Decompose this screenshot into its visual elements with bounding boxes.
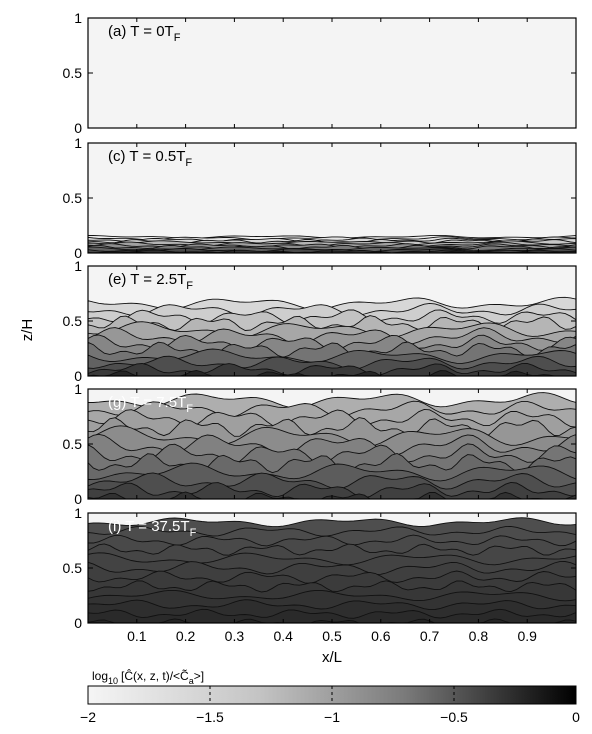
panel-4: 1 0.5 0 (i) T = 37.5TF xyxy=(63,505,577,631)
colorbar-label-sub: 10 xyxy=(108,676,118,686)
y-tick-label: 0.5 xyxy=(63,436,83,452)
colorbar-label: log10 [Ĉ(x, z, t)/<C̃a>] xyxy=(92,668,204,686)
panel-label: (c) T = 0.5TF xyxy=(108,148,192,169)
y-tick-label: 1 xyxy=(74,10,82,26)
x-tick-label: 0.6 xyxy=(371,628,391,644)
contour-level xyxy=(87,481,577,500)
panel-label-text: (i) T = 37.5T xyxy=(108,518,190,535)
panel-label: (a) T = 0TF xyxy=(108,23,181,44)
colorbar-tick-label: −0.5 xyxy=(440,709,468,725)
x-tick-label: 0.8 xyxy=(469,628,489,644)
y-tick-label: 0 xyxy=(74,491,82,507)
x-tick-label: 0.4 xyxy=(273,628,293,644)
y-tick-label: 0 xyxy=(74,245,82,261)
colorbar: log10 [Ĉ(x, z, t)/<C̃a>] −2 −1.5 −1 −0.5 0 xyxy=(80,668,580,725)
x-tick-label: 0.5 xyxy=(322,628,342,644)
x-tick-label: 0.2 xyxy=(176,628,196,644)
y-tick-label: 1 xyxy=(74,505,82,521)
colorbar-tick-label: −1.5 xyxy=(196,709,224,725)
panel-label-sub: F xyxy=(186,403,193,415)
y-tick-label: 0 xyxy=(74,120,82,136)
x-tick-labels: 0.1 0.2 0.3 0.4 0.5 0.6 0.7 0.8 0.9 xyxy=(127,628,537,644)
colorbar-label-prefix: log xyxy=(92,669,108,683)
colorbar-label-sub2: a xyxy=(189,676,194,686)
y-tick-label: 1 xyxy=(74,258,82,274)
panel-label-sub: F xyxy=(190,527,197,539)
y-tick-label: 0.5 xyxy=(63,560,83,576)
panel-label: (g) T = 7.5TF xyxy=(108,394,193,415)
x-tick-label: 0.7 xyxy=(420,628,440,644)
colorbar-label-end: >] xyxy=(194,669,204,683)
panel-label-sub: F xyxy=(186,280,193,292)
panel-label-text: (g) T = 7.5T xyxy=(108,394,186,411)
x-tick-label: 0.1 xyxy=(127,628,147,644)
colorbar-label-expr: [Ĉ(x, z, t)/<C̃ xyxy=(121,668,189,683)
panel-2: 1 0.5 0 (e) T = 2.5TF xyxy=(63,258,577,384)
y-tick-label: 0.5 xyxy=(63,190,83,206)
colorbar-ticks: −2 −1.5 −1 −0.5 0 xyxy=(80,686,580,725)
x-axis-label: x/L xyxy=(322,649,342,666)
panel-label-text: (e) T = 2.5T xyxy=(108,271,186,288)
y-tick-label: 1 xyxy=(74,135,82,151)
panel-label: (i) T = 37.5TF xyxy=(108,518,197,539)
colorbar-tick-label: −1 xyxy=(324,709,340,725)
y-tick-label: 0 xyxy=(74,615,82,631)
x-tick-label: 0.9 xyxy=(517,628,537,644)
panel-label-text: (c) T = 0.5T xyxy=(108,148,185,165)
y-tick-label: 1 xyxy=(74,381,82,397)
y-tick-label: 0.5 xyxy=(63,313,83,329)
colorbar-tick-label: 0 xyxy=(572,709,580,725)
panel-label: (e) T = 2.5TF xyxy=(108,271,193,292)
panel-label-sub: F xyxy=(174,32,181,44)
y-axis-label: z/H xyxy=(19,319,36,342)
y-tick-label: 0 xyxy=(74,368,82,384)
contour-level xyxy=(87,608,577,624)
panel-0: 1 0.5 0 (a) T = 0TF xyxy=(63,10,577,136)
panel-label-sub: F xyxy=(185,157,192,169)
panel-background xyxy=(88,18,576,128)
panel-1: 1 0.5 0 (c) T = 0.5TF xyxy=(63,135,577,261)
contour-level xyxy=(87,363,577,377)
panel-label-text: (a) T = 0T xyxy=(108,23,174,40)
panel-background xyxy=(88,143,576,253)
colorbar-tick-label: −2 xyxy=(80,709,96,725)
panel-3: 1 0.5 0 (g) T = 7.5TF xyxy=(63,381,577,507)
y-tick-label: 0.5 xyxy=(63,65,83,81)
x-tick-label: 0.3 xyxy=(225,628,245,644)
